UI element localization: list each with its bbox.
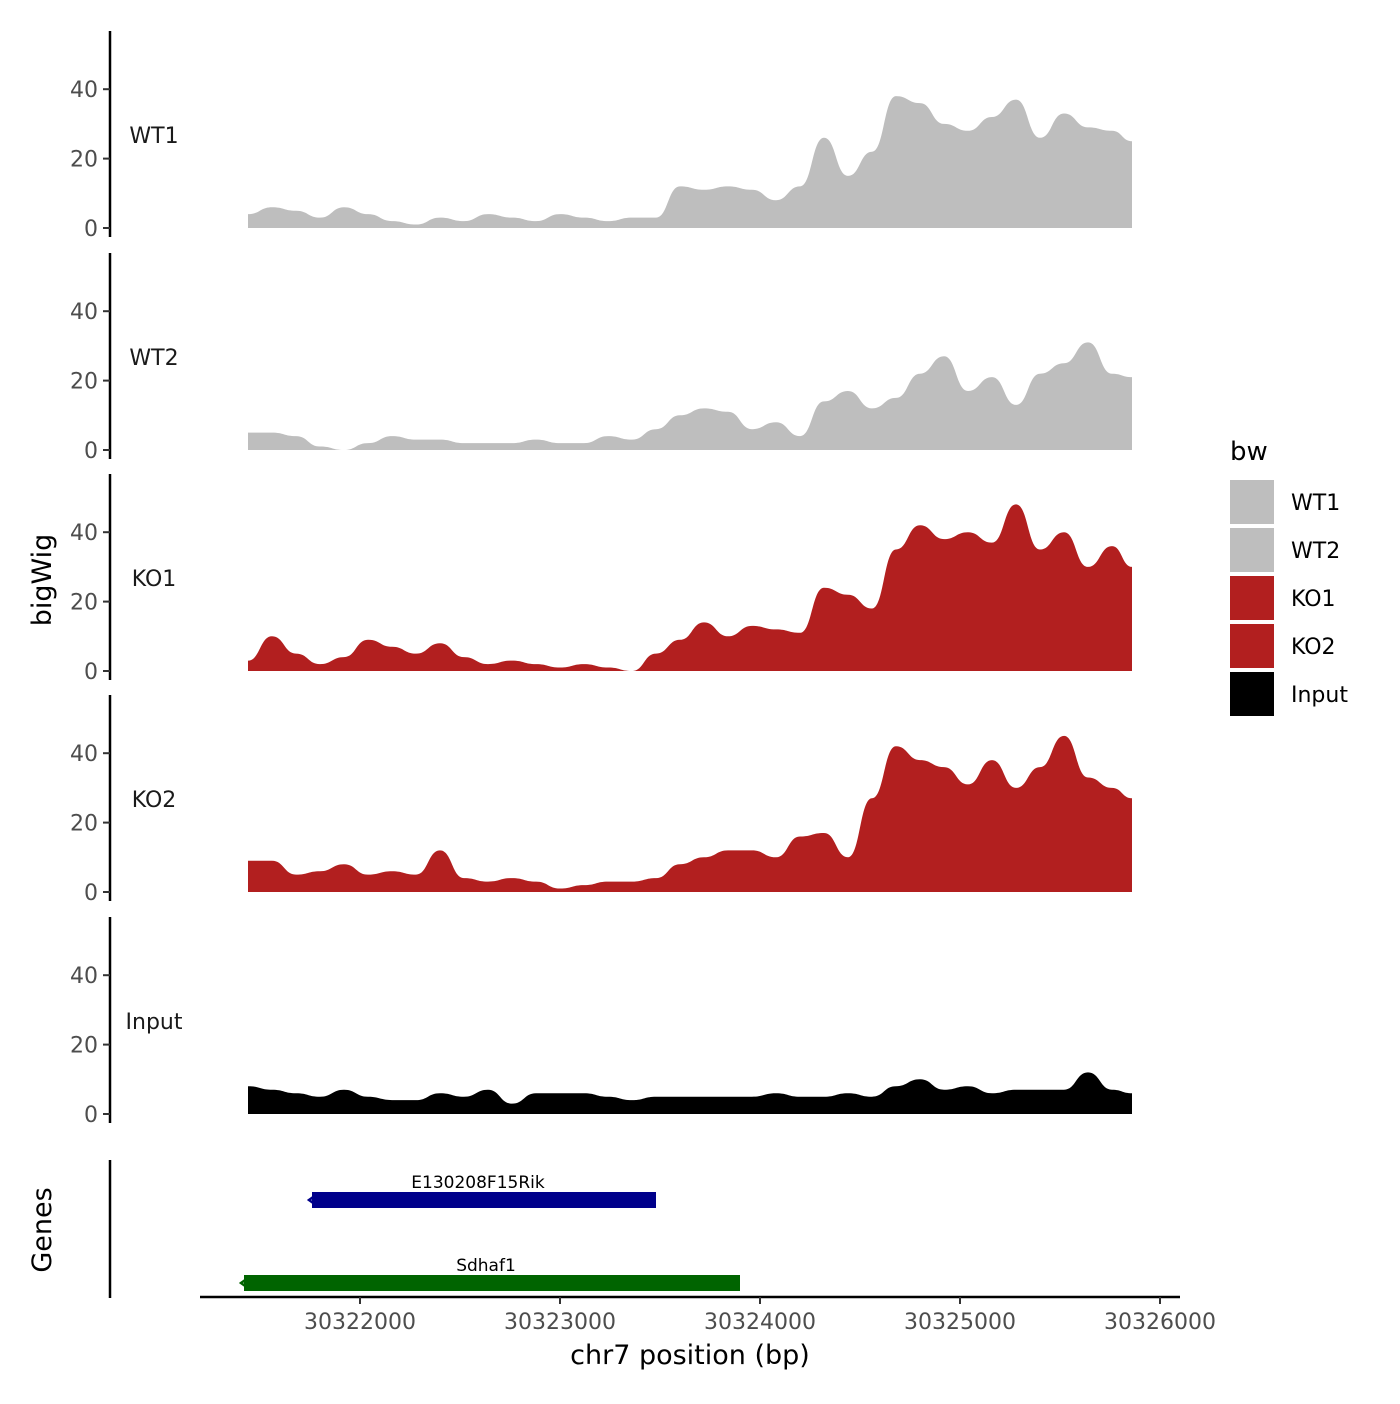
y-tick-label: 20 [70, 370, 98, 395]
legend-label-wt1: WT1 [1291, 491, 1340, 516]
legend-label-ko1: KO1 [1291, 587, 1336, 612]
y-tick-label: 40 [70, 742, 98, 767]
gene-label-e130208f15rik: E130208F15Rik [411, 1173, 545, 1193]
area-wt2 [248, 342, 1132, 450]
legend-key-ko1 [1230, 576, 1274, 620]
y-tick-label: 0 [84, 881, 98, 906]
gene-strand-marker [238, 1276, 249, 1290]
track-label-wt1: WT1 [129, 124, 178, 149]
track-label-ko1: KO1 [132, 567, 177, 592]
x-tick-label: 30323000 [504, 1310, 616, 1335]
area-wt1 [248, 96, 1132, 228]
y-tick-label: 20 [70, 1034, 98, 1059]
y-tick-label: 0 [84, 439, 98, 464]
gene-label-sdhaf1: Sdhaf1 [456, 1256, 516, 1276]
gene-e130208f15rik [312, 1192, 656, 1208]
genes-axis-label: Genes [27, 1187, 58, 1272]
x-tick-label: 30325000 [904, 1310, 1016, 1335]
y-tick-label: 40 [70, 78, 98, 103]
track-label-ko2: KO2 [132, 788, 177, 813]
y-tick-label: 0 [84, 660, 98, 685]
gene-sdhaf1 [244, 1275, 740, 1291]
y-tick-label: 40 [70, 521, 98, 546]
y-tick-label: 20 [70, 591, 98, 616]
y-tick-label: 20 [70, 148, 98, 173]
y-axis-label: bigWig [27, 534, 58, 627]
legend-title: bw [1230, 437, 1268, 467]
y-tick-label: 0 [84, 1103, 98, 1128]
x-tick-label: 30324000 [704, 1310, 816, 1335]
legend-key-wt1 [1230, 480, 1274, 524]
y-tick-label: 40 [70, 964, 98, 989]
y-tick-label: 20 [70, 812, 98, 837]
area-input [248, 1072, 1132, 1114]
y-tick-label: 40 [70, 300, 98, 325]
legend-label-input: Input [1291, 683, 1348, 708]
legend-label-ko2: KO2 [1291, 635, 1336, 660]
legend-key-ko2 [1230, 624, 1274, 668]
x-tick-label: 30322000 [304, 1310, 416, 1335]
legend-label-wt2: WT2 [1291, 539, 1340, 564]
legend-key-input [1230, 672, 1274, 716]
y-tick-label: 0 [84, 217, 98, 242]
area-ko1 [248, 504, 1132, 671]
track-label-wt2: WT2 [129, 346, 178, 371]
x-axis-label: chr7 position (bp) [570, 1340, 810, 1371]
gene-strand-marker [306, 1193, 317, 1207]
legend-key-wt2 [1230, 528, 1274, 572]
area-ko2 [248, 735, 1132, 892]
x-tick-label: 30326000 [1104, 1310, 1216, 1335]
track-label-input: Input [126, 1010, 183, 1035]
